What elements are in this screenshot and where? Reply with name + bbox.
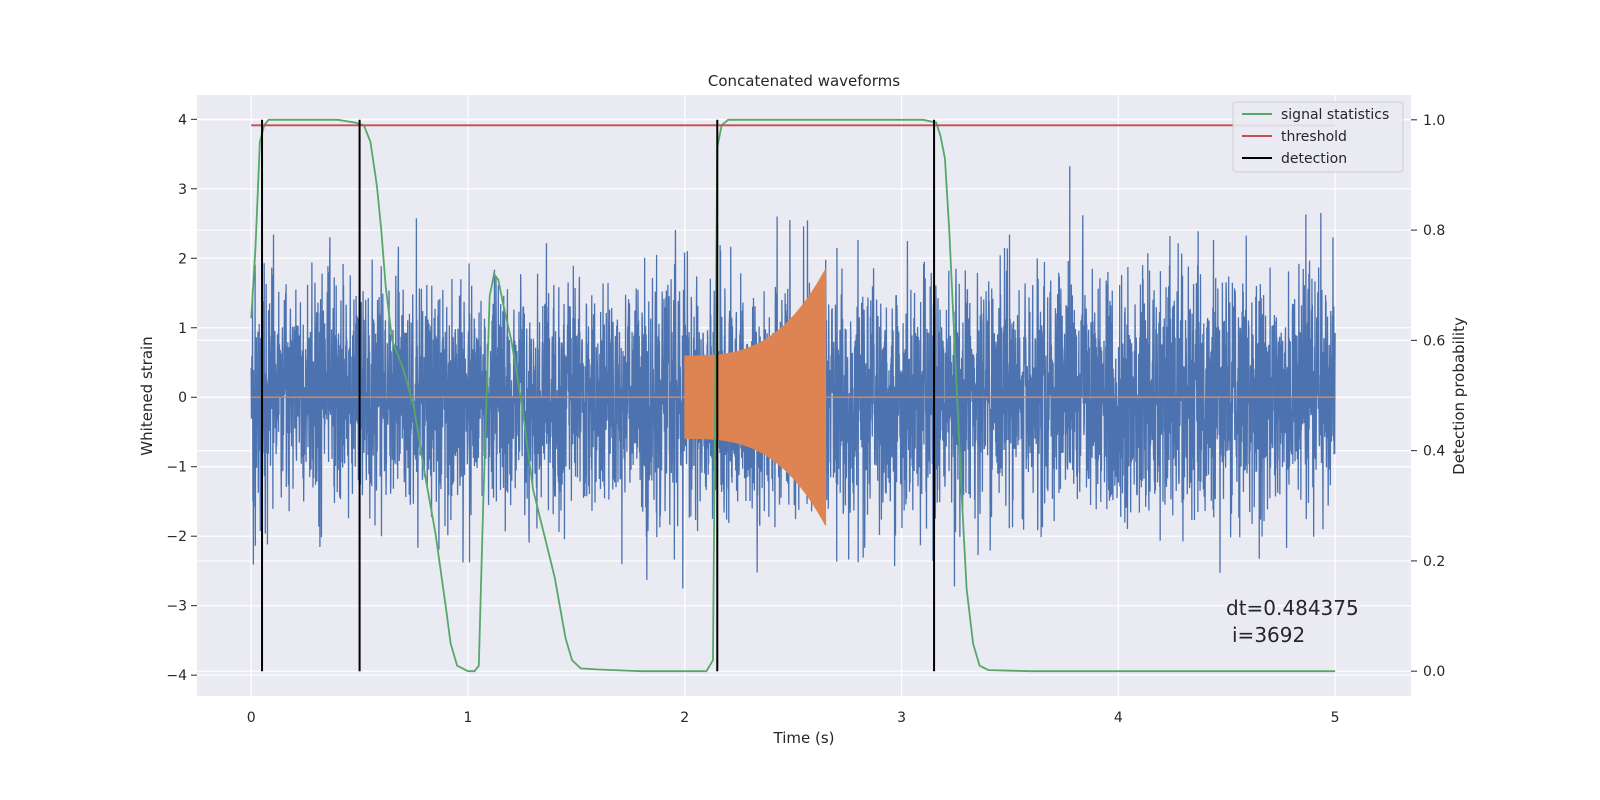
annotation-i: i=3692 (1232, 623, 1305, 647)
y-tick-label: −2 (166, 529, 187, 545)
legend-label: threshold (1281, 129, 1347, 145)
x-tick-label: 0 (247, 710, 256, 726)
probability-series (250, 118, 1336, 673)
x-tick-label: 1 (464, 710, 473, 726)
x-axis-label: Time (s) (773, 729, 835, 747)
y2-tick-label: 0.6 (1423, 333, 1445, 349)
y-tick-label: 2 (178, 251, 187, 267)
y-tick-label: 4 (178, 112, 187, 128)
y-axis-label: Whitened strain (138, 336, 156, 455)
annotation-dt: dt=0.484375 (1226, 596, 1359, 620)
y-tick-label: 3 (178, 182, 187, 198)
y2-tick-label: 0.0 (1423, 664, 1445, 680)
x-tick-label: 4 (1114, 710, 1123, 726)
x-tick-label: 3 (897, 710, 906, 726)
x-tick-label: 5 (1331, 710, 1340, 726)
injection-chirp (684, 268, 827, 526)
signal-statistics-line (250, 118, 1336, 673)
x-tick-label: 2 (680, 710, 689, 726)
legend-label: detection (1281, 151, 1347, 167)
y-tick-label: −4 (166, 668, 187, 684)
legend-label: signal statistics (1281, 107, 1389, 123)
y2-tick-label: 0.4 (1423, 444, 1445, 460)
y-tick-label: −3 (166, 599, 187, 615)
axis-ticks: 0 1 2 3 4 5 −4 −3 −2 −1 0 1 2 3 4 0.0 0.2 0.4 0.6 0.8 1.0 (166, 112, 1445, 726)
chart-title: Concatenated waveforms (708, 72, 900, 90)
y2-tick-label: 0.8 (1423, 223, 1445, 239)
y2-tick-label: 0.2 (1423, 554, 1445, 570)
y2-tick-label: 1.0 (1423, 113, 1445, 129)
legend: signal statistics threshold detection (1232, 101, 1404, 173)
y-tick-label: −1 (166, 460, 187, 476)
legend-box (1232, 101, 1404, 173)
y-tick-label: 0 (178, 390, 187, 406)
injection-series (251, 268, 1336, 526)
y-tick-label: 1 (178, 321, 187, 337)
y2-axis-label: Detection probability (1450, 317, 1468, 475)
